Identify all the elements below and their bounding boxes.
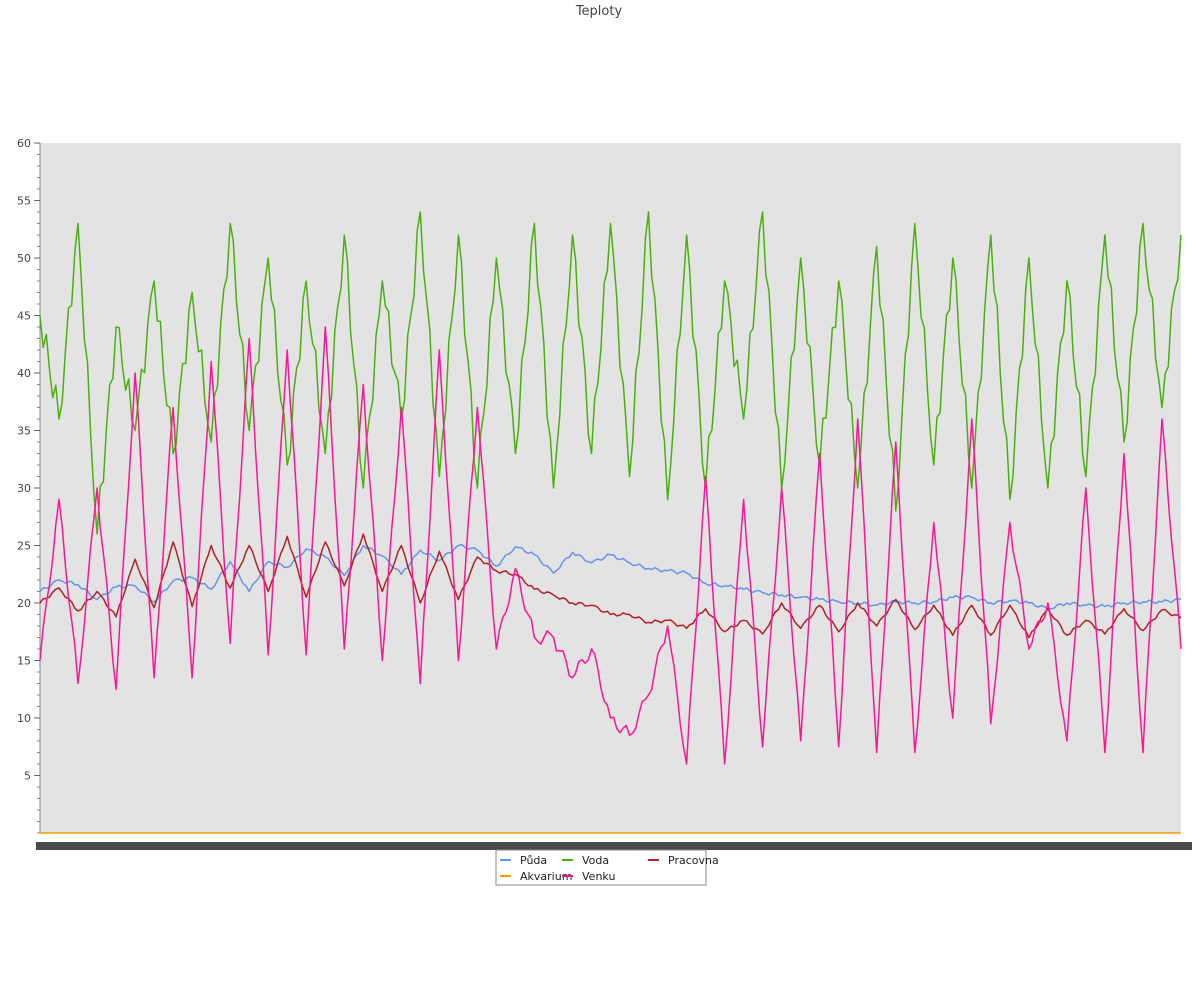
y-tick-label: 20	[17, 597, 31, 610]
y-tick-label: 25	[17, 540, 31, 553]
series-group	[39, 211, 1182, 834]
x-axis	[36, 832, 1192, 850]
y-tick-label: 5	[24, 770, 31, 783]
legend-box	[495, 849, 707, 886]
y-tick-label: 45	[17, 310, 31, 323]
legend: Půda Voda Pracovna Akvarium Venku	[495, 849, 719, 886]
y-axis: 5 10 15 20 25 30 35 40 45 50 55 60	[17, 137, 41, 834]
y-tick-label: 15	[17, 655, 31, 668]
legend-label: Akvarium	[520, 870, 572, 883]
series-line-4	[39, 326, 1182, 765]
legend-label: Pracovna	[668, 854, 719, 867]
x-axis-tick-band	[36, 842, 1192, 850]
y-tick-label: 50	[17, 252, 31, 265]
legend-label: Půda	[520, 854, 547, 867]
y-tick-label: 10	[17, 712, 31, 725]
chart-title: Teploty	[575, 4, 623, 19]
legend-label: Venku	[582, 870, 615, 883]
y-tick-label: 40	[17, 367, 31, 380]
series-line-2	[39, 533, 1182, 639]
legend-label: Voda	[582, 854, 609, 867]
y-tick-label: 35	[17, 425, 31, 438]
y-tick-label: 55	[17, 195, 31, 208]
series-line-0	[39, 543, 1182, 610]
y-tick-label: 60	[17, 137, 31, 150]
series-line-1	[39, 211, 1182, 535]
y-tick-label: 30	[17, 482, 31, 495]
